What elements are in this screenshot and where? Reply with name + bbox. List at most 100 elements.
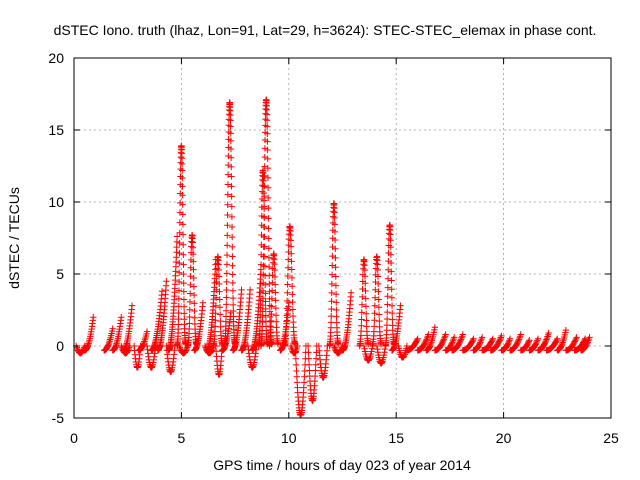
data-point xyxy=(260,213,268,220)
data-point xyxy=(312,355,320,362)
data-point xyxy=(397,302,404,309)
data-point xyxy=(331,209,338,216)
data-point xyxy=(259,279,267,287)
data-point xyxy=(265,245,273,252)
data-arc xyxy=(130,342,144,371)
data-point xyxy=(375,280,382,288)
data-point xyxy=(260,177,267,185)
data-point xyxy=(457,336,465,343)
data-point xyxy=(229,243,236,251)
data-point xyxy=(365,341,372,348)
data-point xyxy=(515,337,522,344)
data-point xyxy=(259,295,267,302)
data-point xyxy=(572,337,579,344)
data-point xyxy=(362,295,369,302)
data-point xyxy=(187,281,194,289)
data-point xyxy=(271,281,279,288)
data-point xyxy=(261,182,268,190)
data-point xyxy=(442,331,449,338)
data-point xyxy=(328,271,336,279)
data-point xyxy=(368,345,376,353)
data-point xyxy=(259,313,266,321)
y-tick-label: 0 xyxy=(56,338,64,354)
data-point xyxy=(361,345,368,353)
data-arc xyxy=(388,302,404,354)
data-point xyxy=(288,266,295,273)
data-point xyxy=(229,301,237,309)
data-arc xyxy=(470,334,486,354)
data-point xyxy=(374,261,381,268)
data-point xyxy=(456,338,464,346)
data-point xyxy=(357,327,365,335)
data-point xyxy=(331,228,339,236)
data-point xyxy=(179,167,186,174)
data-point xyxy=(273,318,280,325)
data-point xyxy=(333,306,340,314)
data-point xyxy=(272,289,279,296)
data-point xyxy=(105,339,113,347)
data-point xyxy=(179,201,186,208)
data-point xyxy=(384,275,392,282)
data-point xyxy=(271,273,279,281)
data-point xyxy=(380,351,388,359)
data-point xyxy=(73,344,80,351)
data-point xyxy=(292,349,299,356)
data-arc xyxy=(478,335,497,354)
data-point xyxy=(422,337,430,344)
data-point xyxy=(179,221,187,228)
data-point xyxy=(383,321,391,329)
data-point xyxy=(176,259,183,267)
data-point xyxy=(283,312,290,319)
data-point xyxy=(227,145,235,153)
data-point xyxy=(175,287,183,294)
x-tick-label: 15 xyxy=(388,430,404,446)
data-point xyxy=(583,340,591,347)
data-arc xyxy=(109,314,125,354)
data-point xyxy=(190,283,198,290)
data-point xyxy=(264,146,271,154)
data-point xyxy=(260,223,268,231)
data-point xyxy=(497,334,505,341)
data-point xyxy=(514,338,522,346)
data-arc xyxy=(526,335,542,354)
data-point xyxy=(368,348,375,355)
data-point xyxy=(554,335,561,342)
data-point xyxy=(450,334,458,341)
data-point xyxy=(212,317,219,324)
data-arc xyxy=(506,331,524,354)
data-point xyxy=(180,303,188,311)
data-point xyxy=(272,297,279,304)
data-point xyxy=(312,361,319,368)
data-point xyxy=(176,344,184,351)
data-point xyxy=(262,115,269,123)
data-arc xyxy=(281,223,299,350)
data-arc xyxy=(154,278,170,354)
data-arc xyxy=(403,335,421,354)
data-point xyxy=(457,337,464,344)
data-point xyxy=(360,342,368,350)
data-point xyxy=(175,303,182,310)
data-point xyxy=(181,310,188,317)
y-axis-label: dSTEC / TECUs xyxy=(6,187,22,289)
data-arc xyxy=(395,342,411,361)
data-point xyxy=(175,315,182,323)
data-point xyxy=(180,296,188,303)
data-arc xyxy=(562,334,580,354)
data-point xyxy=(571,338,578,345)
data-point xyxy=(227,130,234,137)
data-point xyxy=(458,334,465,342)
data-point xyxy=(262,312,269,319)
x-tick-label: 0 xyxy=(70,430,78,446)
data-arc xyxy=(221,99,239,350)
data-point xyxy=(266,288,273,295)
y-tick-label: 5 xyxy=(56,266,64,282)
y-tick-label: -5 xyxy=(52,410,65,426)
data-point xyxy=(176,249,183,257)
data-point xyxy=(222,307,230,314)
data-point xyxy=(216,304,224,311)
data-point xyxy=(190,258,197,265)
data-point xyxy=(525,338,532,345)
data-point xyxy=(478,334,486,341)
data-point xyxy=(272,304,280,312)
data-point xyxy=(495,338,503,345)
